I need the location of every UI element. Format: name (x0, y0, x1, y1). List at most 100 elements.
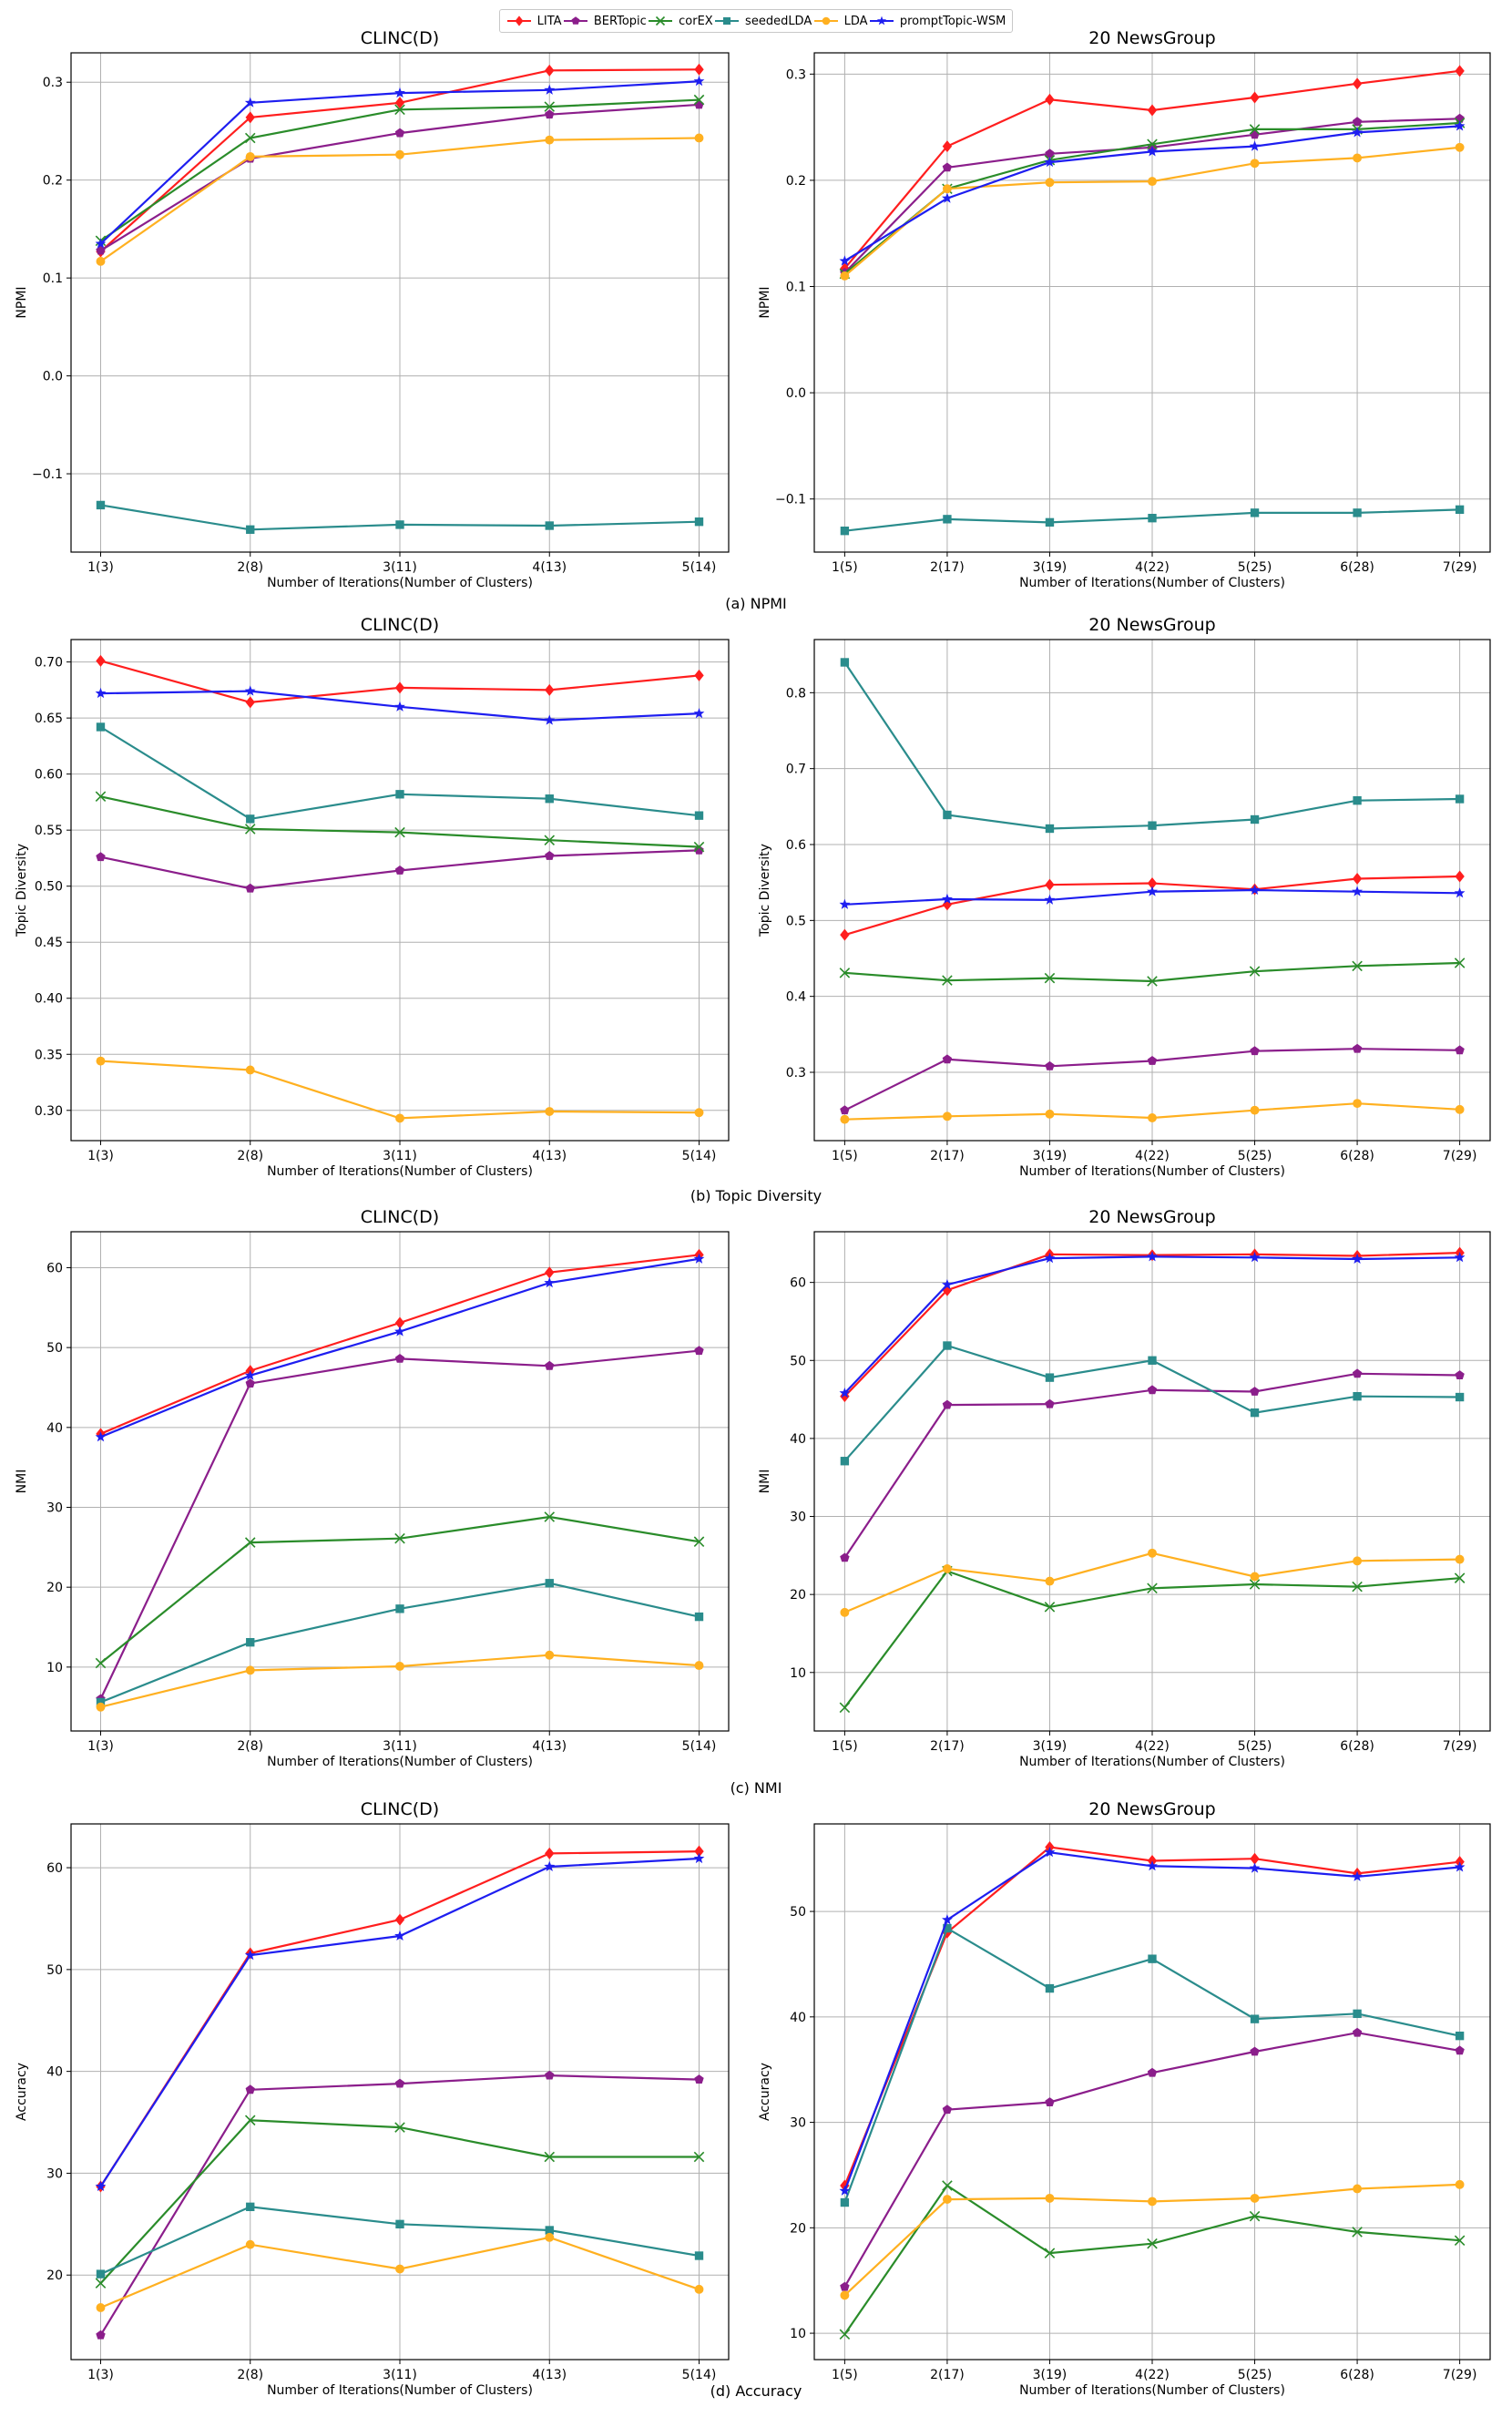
data-point-corex (1454, 2235, 1466, 2246)
legend-label: LDA (843, 14, 868, 28)
x-tick-label: 4(22) (1135, 560, 1170, 575)
data-point-seededlda (545, 2226, 554, 2235)
data-point-prompttopic-wsm (394, 1326, 405, 1337)
data-point-lda (395, 1113, 404, 1123)
y-tick-label: 10 (790, 1666, 806, 1681)
data-point-bertopic (1147, 1385, 1158, 1395)
y-tick-label: 50 (790, 1905, 806, 1920)
data-point-corex (544, 1511, 556, 1522)
x-tick-label: 3(19) (1033, 560, 1068, 575)
x-tick-label: 5(14) (682, 560, 717, 575)
data-point-seededlda (1455, 794, 1465, 804)
data-point-bertopic (840, 1552, 850, 1562)
data-point-lda (1353, 2184, 1363, 2194)
data-point-lda (545, 135, 555, 145)
data-point-seededlda (1250, 1408, 1260, 1418)
x-tick-label: 2(17) (930, 1149, 965, 1163)
y-tick-label: 40 (46, 2065, 63, 2080)
y-tick-label: 0.0 (43, 370, 63, 384)
x-tick-label: 4(13) (532, 1149, 567, 1163)
data-point-prompttopic-wsm (1454, 1252, 1466, 1263)
data-point-bertopic (394, 1354, 405, 1363)
data-point-prompttopic-wsm (693, 1852, 705, 1864)
y-tick-label: 0.2 (786, 174, 806, 189)
data-point-prompttopic-wsm (1147, 1860, 1158, 1871)
data-point-prompttopic-wsm (544, 1860, 556, 1871)
data-point-bertopic (694, 1346, 704, 1356)
y-tick-label: 0.6 (786, 838, 806, 853)
data-point-corex (95, 791, 107, 803)
data-point-prompttopic-wsm (1044, 1252, 1056, 1264)
chart-2: 1(5) 2(17) 3(19) 4(22) 5(25) 6(28) 7(29) −0.1 0.… (758, 28, 1491, 590)
y-tick-label: 10 (790, 2327, 806, 2341)
data-point-seededlda (1353, 795, 1362, 805)
data-point-prompttopic-wsm (394, 87, 405, 98)
data-point-lita (245, 111, 255, 124)
y-tick-label: 0.2 (43, 174, 63, 189)
data-point-bertopic (96, 852, 106, 862)
x-axis-label: Number of Iterations(Number of Clusters) (1019, 576, 1285, 590)
data-point-seededlda (1250, 508, 1260, 517)
y-tick-label: 30 (790, 1511, 806, 1525)
chart-1: 1(3) 2(8) 3(11) 4(13) 5(14) −0.1 0.0 0.1 0.2 0.3 C… (15, 28, 730, 590)
data-point-bertopic (1455, 1370, 1465, 1379)
data-point-seededlda (1148, 1356, 1157, 1365)
data-point-bertopic (394, 2078, 405, 2088)
data-point-seededlda (694, 811, 704, 820)
data-point-prompttopic-wsm (693, 708, 705, 719)
data-point-lda (395, 2264, 404, 2274)
data-point-seededlda (1045, 517, 1055, 527)
x-tick-label: 7(29) (1443, 560, 1477, 575)
y-axis-label: NMI (758, 1470, 772, 1494)
y-tick-label: 40 (46, 1421, 63, 1436)
y-axis-label: Accuracy (15, 2063, 29, 2121)
chart-3: 1(3) 2(8) 3(11) 4(13) 5(14) 0.30 0.35 0.40 0.45 0… (15, 615, 730, 1179)
x-tick-label: 1(3) (87, 2368, 114, 2382)
panel-caption: (c) NMI (730, 1779, 782, 1797)
data-point-bertopic (1352, 1368, 1363, 1378)
y-tick-label: 60 (790, 1276, 806, 1291)
x-tick-label: 2(8) (237, 560, 263, 575)
data-point-lda (1148, 177, 1157, 187)
x-tick-label: 1(3) (87, 1149, 114, 1163)
y-tick-label: 0.50 (35, 880, 63, 895)
data-point-corex (1454, 1572, 1466, 1583)
data-point-prompttopic-wsm (1249, 1252, 1261, 1263)
y-tick-label: 30 (46, 1500, 63, 1515)
x-tick-label: 2(17) (930, 560, 965, 575)
y-tick-label: 50 (46, 1341, 63, 1356)
data-point-prompttopic-wsm (544, 714, 556, 725)
data-point-corex (1249, 2210, 1261, 2222)
data-point-seededlda (1045, 1373, 1055, 1382)
data-point-bertopic (1147, 1056, 1158, 1065)
data-point-corex (1249, 124, 1261, 135)
data-point-lda (942, 1111, 952, 1121)
y-tick-label: 50 (46, 1963, 63, 1978)
y-axis-label: NPMI (15, 286, 29, 318)
data-point-seededlda (96, 1697, 106, 1707)
x-axis-label: Number of Iterations(Number of Clusters) (267, 576, 533, 590)
chart-title: CLINC(D) (361, 1799, 439, 1819)
data-point-lita (245, 696, 255, 709)
data-point-bertopic (394, 128, 405, 138)
data-point-seededlda (246, 814, 255, 824)
data-point-seededlda (840, 658, 850, 667)
data-point-prompttopic-wsm (1249, 884, 1261, 895)
y-axis-label: Accuracy (758, 2063, 772, 2121)
data-point-corex (544, 2151, 556, 2163)
data-point-seededlda (395, 2219, 404, 2229)
chart-title: 20 NewsGroup (1088, 1799, 1215, 1819)
data-point-bertopic (1352, 2027, 1363, 2037)
chart-4: 1(5) 2(17) 3(19) 4(22) 5(25) 6(28) 7(29) 0.3 0.4… (758, 615, 1491, 1179)
data-point-bertopic (942, 162, 953, 172)
data-point-corex (1352, 960, 1363, 972)
legend-marker (876, 15, 886, 26)
data-point-prompttopic-wsm (1044, 894, 1056, 905)
y-axis-label: Topic Diversity (15, 844, 29, 937)
x-tick-label: 1(3) (87, 1739, 114, 1754)
data-point-bertopic (1250, 2046, 1260, 2056)
x-tick-label: 1(5) (832, 1739, 858, 1754)
data-point-lita (1045, 93, 1055, 106)
data-point-lda (942, 1563, 952, 1573)
x-tick-label: 7(29) (1443, 1739, 1477, 1754)
